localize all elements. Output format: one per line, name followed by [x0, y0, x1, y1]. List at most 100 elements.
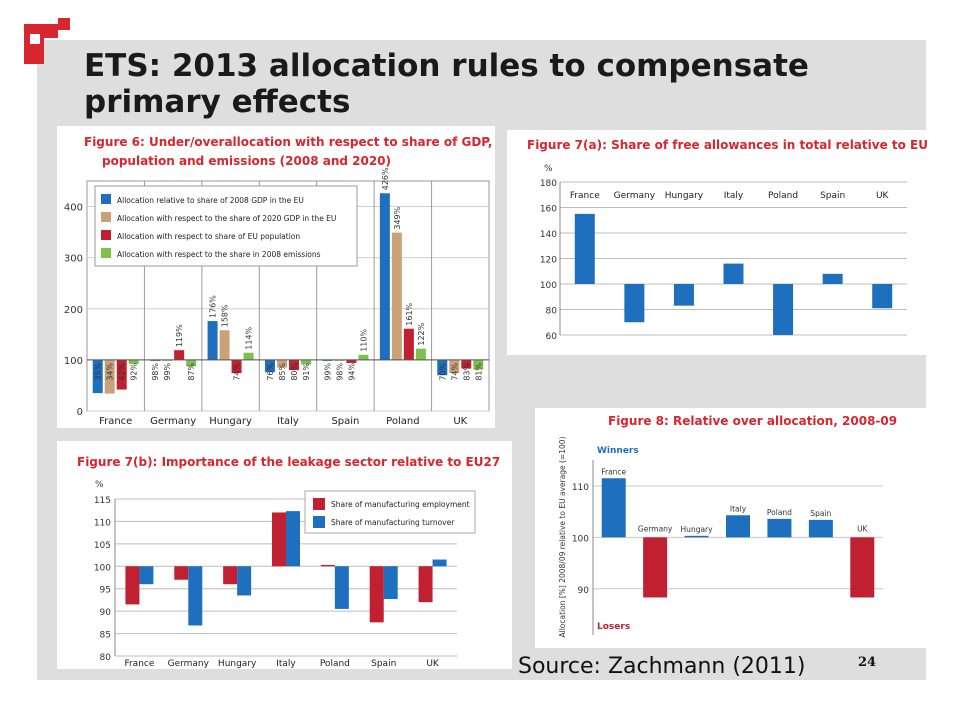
legend-swatch — [313, 516, 325, 528]
bar — [574, 213, 595, 284]
chart-title: Figure 6: Under/overallocation with resp… — [84, 135, 492, 149]
data-label: 349% — [393, 206, 402, 229]
y-axis-label: Allocation [%] 2008/09 relative to EU av… — [558, 436, 567, 637]
y-tick-label: 160 — [540, 205, 557, 215]
bar — [150, 359, 161, 361]
x-tick-label: Italy — [724, 191, 744, 201]
data-label: 94% — [347, 362, 356, 380]
logo-icon — [24, 18, 70, 64]
y-tick-label: 80 — [100, 653, 112, 663]
chart-title: population and emissions (2008 and 2020) — [102, 154, 391, 168]
data-label: 34% — [106, 362, 115, 380]
data-label: 98% — [335, 362, 344, 380]
x-tick-label: Poland — [386, 416, 419, 427]
data-label: 85% — [278, 362, 287, 380]
legend-swatch — [101, 212, 111, 222]
data-label: 76% — [266, 362, 275, 380]
data-label: 83% — [462, 362, 471, 380]
x-tick-label: France — [570, 191, 600, 201]
y-tick-label: 90 — [100, 608, 112, 618]
bar — [822, 273, 843, 284]
slide-title: ETS: 2013 allocation rules to compensate… — [84, 48, 884, 120]
data-label: 81% — [474, 362, 483, 380]
bar — [723, 263, 744, 284]
data-label: 158% — [221, 304, 230, 327]
figure-7b-panel: Figure 7(b): Importance of the leakage s… — [57, 441, 512, 669]
y-tick-label: 110 — [94, 518, 111, 528]
bar — [186, 359, 197, 367]
bar — [128, 359, 139, 364]
y-axis-unit: % — [95, 480, 104, 490]
bar — [125, 566, 140, 605]
bar — [334, 359, 345, 361]
y-tick-label: 400 — [64, 203, 83, 214]
data-label: 119% — [175, 324, 184, 347]
legend-label: Allocation with respect to share of EU p… — [117, 232, 300, 241]
data-label: 74% — [450, 362, 459, 380]
y-axis-unit: % — [544, 164, 553, 174]
bar — [116, 359, 127, 390]
figure-6-chart: Figure 6: Under/overallocation with resp… — [64, 135, 493, 427]
y-tick-label: 180 — [540, 179, 557, 189]
bar — [286, 511, 300, 567]
page-number: 24 — [858, 655, 877, 670]
figure-7a-chart: Figure 7(a): Share of free allowances in… — [527, 138, 927, 342]
winners-label: Winners — [597, 446, 639, 456]
data-label: 114% — [245, 326, 254, 349]
bar — [773, 284, 794, 335]
bar — [358, 354, 369, 360]
x-tick-label: Italy — [730, 504, 747, 513]
figure-8-panel: Figure 8: Relative over allocation, 2008… — [535, 408, 928, 648]
bar — [872, 284, 893, 309]
x-tick-label: Hungary — [209, 416, 252, 427]
y-tick-label: 100 — [94, 563, 111, 573]
y-tick-label: 115 — [94, 496, 111, 506]
bar — [369, 566, 384, 623]
bar — [473, 359, 484, 370]
bar — [188, 566, 203, 626]
data-label: 35% — [94, 362, 103, 380]
chart-title: Figure 8: Relative over allocation, 2008… — [608, 414, 897, 428]
x-tick-label: France — [99, 416, 132, 427]
bar — [104, 359, 115, 394]
legend-swatch — [101, 248, 111, 258]
bar — [449, 359, 460, 374]
data-label: 176% — [209, 295, 218, 318]
figure-7a-panel: Figure 7(a): Share of free allowances in… — [507, 130, 927, 355]
bar — [231, 359, 242, 374]
bar — [391, 232, 402, 360]
bar — [726, 515, 750, 538]
bar — [223, 566, 238, 585]
data-label: 74% — [233, 362, 242, 380]
x-tick-label: France — [124, 659, 154, 669]
y-tick-label: 95 — [100, 586, 111, 596]
x-tick-label: Hungary — [218, 659, 257, 669]
slide-title-line-1: ETS: 2013 allocation rules to compensate — [84, 48, 809, 84]
x-tick-label: Spain — [820, 191, 845, 201]
x-tick-label: UK — [426, 659, 440, 669]
bar — [432, 559, 447, 567]
x-tick-label: France — [601, 467, 626, 476]
bar — [219, 330, 230, 360]
y-tick-label: 120 — [540, 256, 557, 266]
bar — [415, 348, 426, 360]
legend-swatch — [101, 230, 111, 240]
bar — [277, 359, 287, 368]
y-tick-label: 105 — [94, 541, 111, 551]
bar — [379, 193, 390, 360]
bar — [643, 537, 668, 598]
x-tick-label: Spain — [810, 509, 831, 518]
bar — [418, 566, 433, 603]
legend-swatch — [101, 194, 111, 204]
x-tick-label: Germany — [168, 659, 210, 669]
legend-label: Share of manufacturing employment — [331, 500, 470, 509]
x-tick-label: UK — [876, 191, 890, 201]
bar — [346, 359, 357, 363]
figure-6-panel: Figure 6: Under/overallocation with resp… — [57, 126, 495, 428]
y-tick-label: 100 — [64, 356, 83, 367]
chart-title: Figure 7(b): Importance of the leakage s… — [77, 455, 500, 469]
y-tick-label: 90 — [578, 586, 590, 596]
data-label: 426% — [381, 167, 390, 190]
data-label: 87% — [187, 362, 196, 380]
bar — [673, 284, 694, 306]
